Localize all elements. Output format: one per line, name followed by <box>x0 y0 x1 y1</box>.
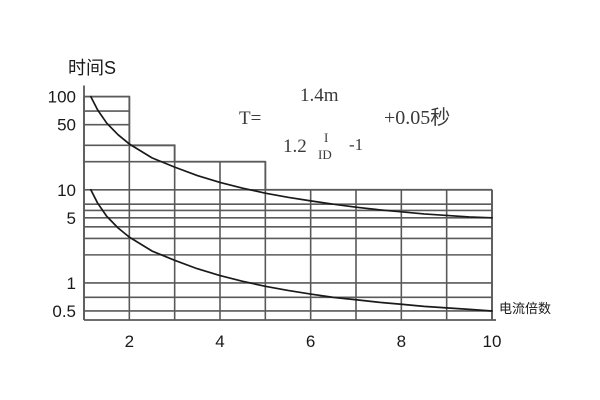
x-tick-label: 10 <box>483 332 502 351</box>
curve-layer <box>89 95 493 312</box>
curve-lower-curve <box>89 188 493 312</box>
curve-upper-curve <box>89 95 493 219</box>
stepped-top-border <box>84 95 492 191</box>
formula-exponent-denominator: ID <box>318 147 332 162</box>
axis-layer <box>83 85 496 321</box>
formula-T-label: T= <box>239 108 261 129</box>
y-tick-label: 0.5 <box>52 302 76 321</box>
x-tick-label: 2 <box>125 332 134 351</box>
formula-annotation: T= 1.4m 1.2 I ID -1 +0.05秒 <box>239 85 450 162</box>
formula-numerator-label: 1.4m <box>300 85 339 106</box>
y-tick-label: 100 <box>48 88 76 107</box>
formula-minus-one-label: -1 <box>349 135 363 154</box>
formula-tail-label: +0.05秒 <box>384 106 450 129</box>
y-tick-label: 1 <box>67 274 76 293</box>
y-tick-label: 50 <box>57 116 76 135</box>
x-axis-title: 电流倍数 <box>499 301 551 316</box>
y-tick-label: 10 <box>57 181 76 200</box>
formula-base-label: 1.2 <box>283 136 307 157</box>
y-axis-title: 时间S <box>68 58 116 78</box>
x-tick-label: 4 <box>215 332 224 351</box>
formula-exponent-numerator: I <box>324 130 328 145</box>
y-tick-label: 5 <box>67 209 76 228</box>
x-tick-label: 8 <box>397 332 406 351</box>
tick-label-layer: 0.5 1 5 10 50 100 2 4 6 8 10 <box>48 88 502 351</box>
x-tick-label: 6 <box>306 332 315 351</box>
